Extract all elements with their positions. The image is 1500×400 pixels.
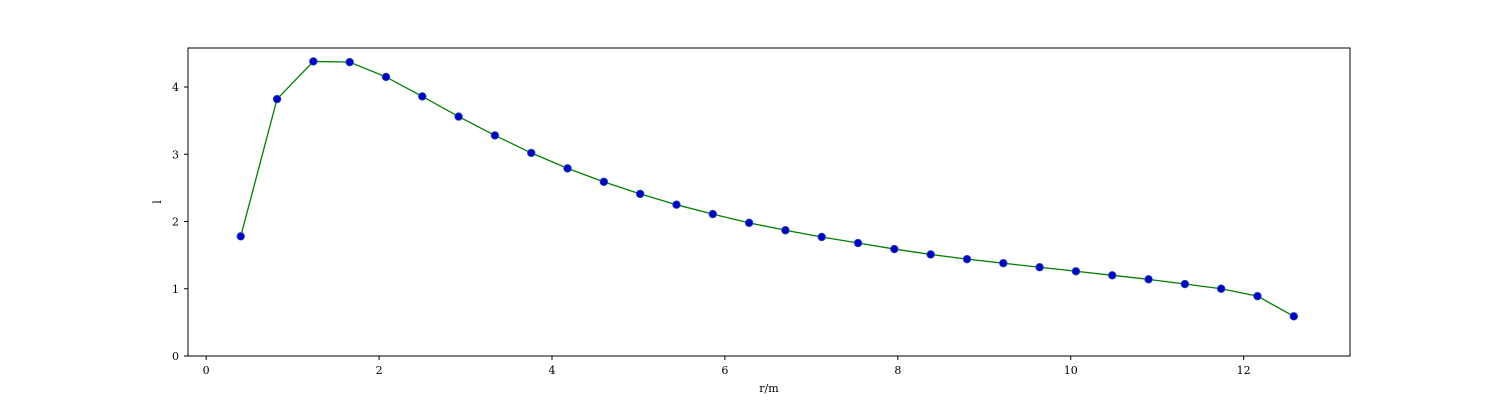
data-point bbox=[1289, 312, 1299, 321]
data-point bbox=[1035, 263, 1044, 272]
y-axis: 0 1 2 3 4 bbox=[172, 81, 188, 363]
y-tick-label: 4 bbox=[172, 81, 179, 94]
data-point bbox=[1216, 284, 1226, 293]
data-point bbox=[527, 148, 536, 158]
series-line bbox=[240, 60, 1295, 317]
data-point bbox=[890, 244, 899, 254]
data-points bbox=[236, 57, 1299, 321]
y-tick-label: 2 bbox=[172, 216, 179, 229]
data-point bbox=[817, 232, 826, 242]
plot-area bbox=[188, 48, 1350, 356]
x-tick-label: 2 bbox=[376, 364, 383, 377]
data-point bbox=[454, 112, 463, 121]
data-point bbox=[1180, 279, 1190, 289]
data-point bbox=[236, 232, 245, 241]
x-tick-label: 4 bbox=[548, 364, 555, 377]
data-point bbox=[345, 57, 354, 67]
x-tick-label: 6 bbox=[721, 364, 728, 377]
x-axis: 0 2 4 6 8 10 12 bbox=[203, 356, 1251, 377]
data-point bbox=[418, 92, 427, 101]
y-axis-label: l bbox=[151, 200, 164, 204]
data-point bbox=[744, 218, 754, 228]
data-point bbox=[999, 258, 1008, 268]
data-point bbox=[926, 250, 935, 259]
data-point bbox=[962, 254, 972, 264]
data-point bbox=[635, 189, 645, 199]
data-point bbox=[490, 131, 500, 140]
data-point bbox=[672, 200, 681, 209]
y-tick-label: 0 bbox=[172, 350, 179, 363]
data-point bbox=[853, 238, 863, 248]
data-point bbox=[599, 177, 609, 187]
y-tick-label: 1 bbox=[172, 283, 179, 296]
data-point bbox=[309, 57, 318, 66]
data-point bbox=[272, 94, 282, 104]
plot-frame bbox=[187, 47, 1351, 357]
x-axis-label: r/m bbox=[759, 382, 779, 395]
data-point bbox=[1144, 275, 1153, 284]
x-tick-label: 0 bbox=[203, 364, 210, 377]
data-point bbox=[1253, 291, 1262, 301]
x-tick-label: 10 bbox=[1064, 364, 1078, 377]
y-tick-label: 3 bbox=[172, 148, 179, 161]
data-point bbox=[1108, 271, 1117, 280]
data-point bbox=[381, 72, 391, 82]
data-point bbox=[781, 226, 790, 235]
data-point bbox=[708, 209, 718, 219]
x-tick-label: 8 bbox=[894, 364, 901, 377]
data-point bbox=[1071, 267, 1081, 276]
data-point bbox=[563, 164, 572, 173]
x-tick-label: 12 bbox=[1237, 364, 1251, 377]
